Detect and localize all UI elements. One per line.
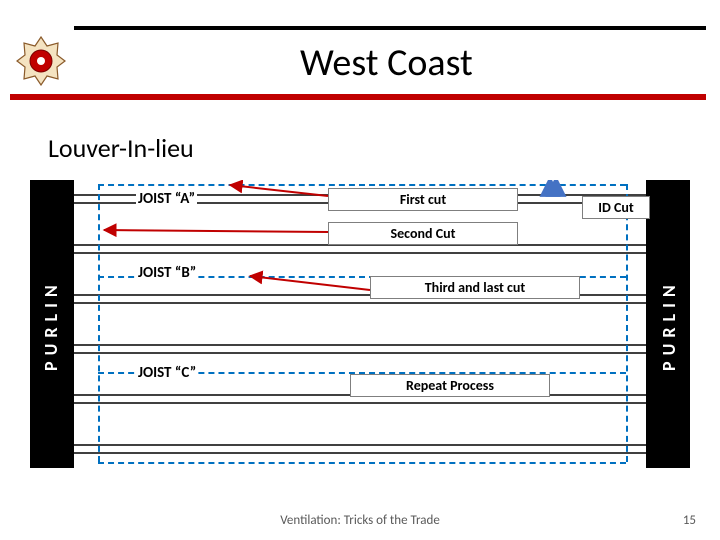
joist-line bbox=[74, 402, 646, 404]
joist-line bbox=[74, 344, 646, 346]
badge-logo-icon bbox=[16, 36, 66, 86]
cut-dash-top bbox=[98, 184, 626, 186]
id-cut-box: ID Cut bbox=[582, 196, 650, 219]
joist-line bbox=[74, 352, 646, 354]
page-subtitle: Louver-In-lieu bbox=[48, 132, 194, 164]
louver-diagram: PURLIN PURLIN JOIST “A” JOIST “B” JOIST … bbox=[30, 180, 690, 480]
cut-dash-bottom bbox=[98, 462, 626, 464]
second-cut-label: Second Cut bbox=[391, 225, 456, 242]
third-cut-box: Third and last cut bbox=[370, 276, 580, 299]
slide: { "header": { "title": "West Coast", "su… bbox=[0, 0, 720, 540]
purlin-right-label: PURLIN bbox=[658, 250, 680, 400]
joist-line bbox=[74, 444, 646, 446]
joist-b-label: JOIST “B” bbox=[136, 264, 198, 282]
footer-text: Ventilation: Tricks of the Trade bbox=[0, 513, 720, 528]
cut-dash-left bbox=[98, 184, 100, 462]
purlin-left-label: PURLIN bbox=[40, 250, 62, 400]
joist-line bbox=[74, 252, 646, 254]
first-cut-label: First cut bbox=[400, 191, 446, 208]
rule-red bbox=[10, 94, 706, 100]
id-cut-label: ID Cut bbox=[598, 199, 634, 216]
second-cut-box: Second Cut bbox=[328, 222, 518, 245]
joist-line bbox=[74, 452, 646, 454]
rule-top bbox=[74, 26, 706, 30]
repeat-label: Repeat Process bbox=[406, 377, 494, 394]
joist-line bbox=[74, 302, 646, 304]
joist-a-label: JOIST “A” bbox=[136, 190, 197, 208]
joist-c-label: JOIST “C” bbox=[136, 364, 198, 382]
repeat-box: Repeat Process bbox=[350, 374, 550, 397]
page-number: 15 bbox=[683, 513, 696, 528]
third-cut-label: Third and last cut bbox=[425, 279, 526, 296]
page-title: West Coast bbox=[300, 40, 473, 86]
first-cut-box: First cut bbox=[328, 188, 518, 211]
cut-dash-right bbox=[626, 184, 628, 462]
